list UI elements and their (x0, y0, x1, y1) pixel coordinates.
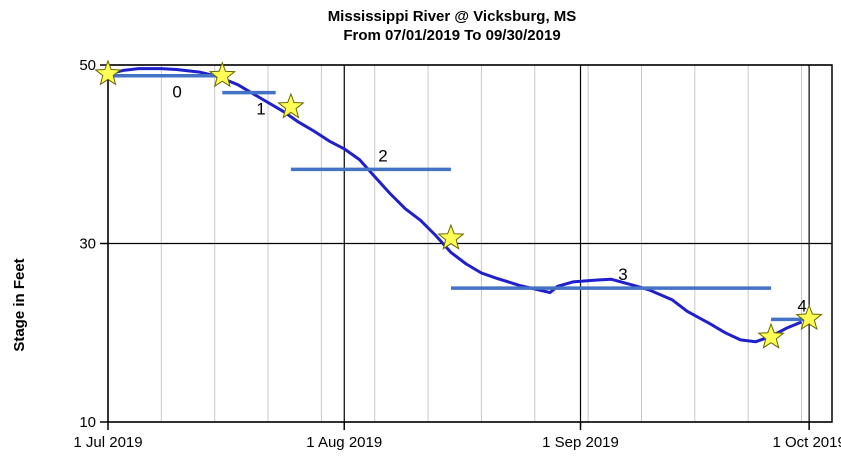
star-marker (277, 92, 305, 119)
level-segment-label-1: 1 (256, 100, 265, 119)
chart-subtitle: From 07/01/2019 To 09/30/2019 (343, 27, 560, 44)
major-gridlines (107, 64, 832, 423)
star-markers (94, 59, 823, 349)
level-segment-label-0: 0 (172, 83, 181, 102)
y-tick-label: 50 (79, 57, 96, 74)
y-tick-label: 30 (79, 236, 96, 253)
x-tick-label: 1 Oct 2019 (772, 434, 841, 451)
star-marker (94, 59, 122, 86)
x-tick-label: 1 Aug 2019 (306, 434, 382, 451)
star-marker (795, 304, 823, 331)
level-segment-label-3: 3 (618, 265, 627, 284)
star-marker (757, 322, 785, 349)
star-marker (437, 223, 465, 250)
y-tick-label: 10 (79, 414, 96, 431)
chart-title: Mississippi River @ Vicksburg, MS (328, 8, 577, 25)
level-segments: 0 1 2 3 4 (108, 73, 810, 322)
level-segment-label-2: 2 (378, 146, 387, 165)
y-axis-ticks: 10 30 50 (79, 57, 108, 431)
x-tick-label: 1 Jul 2019 (73, 434, 142, 451)
x-tick-label: 1 Sep 2019 (542, 434, 619, 451)
star-marker (208, 61, 237, 88)
y-axis-label: Stage in Feet (11, 258, 28, 351)
x-axis-ticks: 1 Jul 2019 1 Aug 2019 1 Sep 2019 1 Oct 2019 (73, 422, 841, 451)
stage-series-line (107, 67, 803, 344)
level-segment-label-4: 4 (797, 296, 806, 315)
